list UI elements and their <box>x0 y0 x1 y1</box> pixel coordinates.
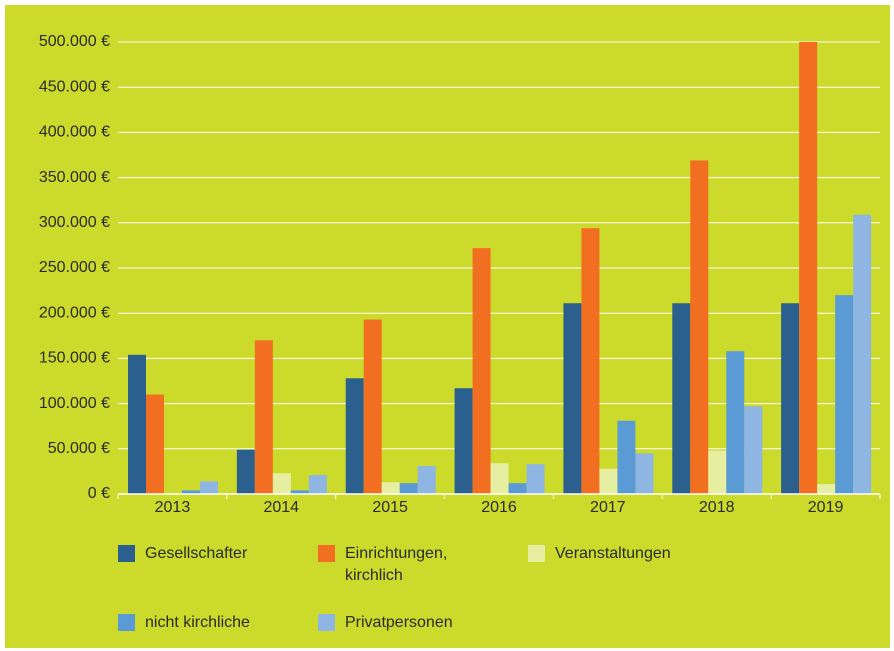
x-tick-label: 2015 <box>372 499 408 516</box>
bar <box>526 464 545 494</box>
legend-item: Gesellschafter <box>118 543 308 565</box>
y-tick-label: 250.000 € <box>39 259 110 276</box>
x-tick-label: 2016 <box>481 499 517 516</box>
y-tick-label: 350.000 € <box>39 169 110 186</box>
legend-swatch <box>318 545 335 562</box>
bar <box>581 228 600 494</box>
y-tick-label: 500.000 € <box>39 33 110 50</box>
bar <box>254 340 273 494</box>
legend-item: Veranstaltungen <box>528 543 718 565</box>
x-tick-label: 2018 <box>699 499 735 516</box>
bar <box>399 483 418 494</box>
legend-label: Gesellschafter <box>145 545 248 562</box>
x-tick-label: 2019 <box>808 499 844 516</box>
x-tick-label: 2014 <box>263 499 299 516</box>
y-tick-label: 0 € <box>88 485 110 502</box>
legend-label: Veranstaltungen <box>555 545 671 562</box>
legend-item: Einrichtungen, kirchlich <box>318 543 483 587</box>
bar <box>563 303 582 494</box>
chart-panel: 0 € 50.000 € 100.000 € 150.000 € 200.000 € 25… <box>5 5 890 648</box>
bar <box>290 490 309 494</box>
legend-swatch <box>528 545 545 562</box>
legend-swatch <box>318 614 335 631</box>
bar <box>726 351 745 494</box>
bar <box>308 475 327 494</box>
bar <box>744 406 763 494</box>
bar <box>690 160 709 494</box>
bar <box>490 463 509 494</box>
x-tick-label: 2013 <box>155 499 191 516</box>
x-tick-label: 2017 <box>590 499 626 516</box>
bar <box>146 394 164 494</box>
bar <box>708 450 727 494</box>
bar <box>454 388 473 494</box>
bar <box>599 468 618 494</box>
legend-label: nicht kirchliche <box>145 614 250 631</box>
bar <box>128 354 146 494</box>
y-tick-label: 100.000 € <box>39 395 110 412</box>
legend-item: nicht kirchliche <box>118 612 308 634</box>
bar <box>182 490 200 494</box>
bar <box>799 42 818 494</box>
bar <box>272 473 291 494</box>
chart: 0 € 50.000 € 100.000 € 150.000 € 200.000 € 25… <box>39 33 881 516</box>
y-tick-label: 300.000 € <box>39 214 110 231</box>
bar <box>672 303 691 494</box>
legend-swatch <box>118 614 135 631</box>
y-tick-label: 200.000 € <box>39 304 110 321</box>
bar <box>345 378 364 494</box>
bar <box>381 482 400 494</box>
legend-item: Privatpersonen <box>318 612 508 634</box>
bar <box>635 453 654 494</box>
legend-swatch <box>118 545 135 562</box>
legend-label: Privatpersonen <box>345 614 453 631</box>
y-tick-label: 150.000 € <box>39 350 110 367</box>
bar <box>472 248 491 494</box>
bar <box>817 484 836 494</box>
bar <box>417 465 436 494</box>
bar <box>617 420 636 494</box>
y-tick-label: 400.000 € <box>39 124 110 141</box>
bar <box>781 303 800 494</box>
y-tick-label: 50.000 € <box>48 440 110 457</box>
bar <box>200 481 218 494</box>
bar <box>508 483 527 494</box>
bar <box>835 295 854 494</box>
legend-label: Einrichtungen, kirchlich <box>345 545 448 584</box>
bar <box>853 214 872 494</box>
y-tick-label: 450.000 € <box>39 78 110 95</box>
bar <box>236 449 255 494</box>
bar <box>363 319 382 494</box>
